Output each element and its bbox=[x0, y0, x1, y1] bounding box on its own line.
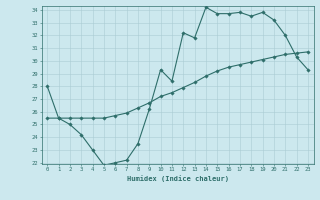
X-axis label: Humidex (Indice chaleur): Humidex (Indice chaleur) bbox=[127, 175, 228, 182]
